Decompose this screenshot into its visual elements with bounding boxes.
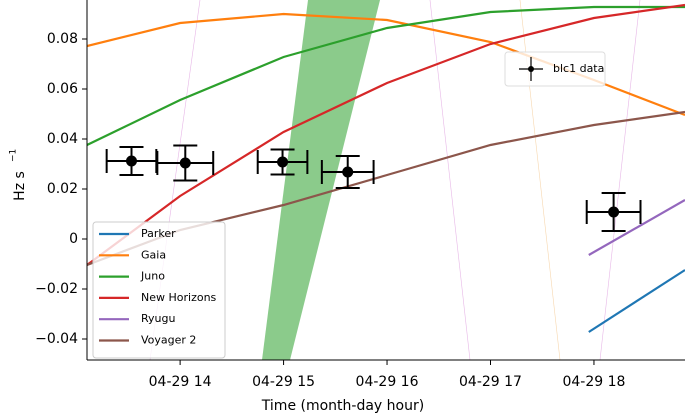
- legend-label: Juno: [140, 270, 165, 283]
- y-tick-label: 0: [69, 231, 78, 247]
- data-point: [179, 157, 191, 169]
- data-point: [125, 155, 137, 167]
- y-axis-label: Hz s: [12, 171, 28, 201]
- x-tick-label: 04-29 17: [459, 374, 522, 390]
- legend-label: New Horizons: [141, 291, 217, 304]
- series-line: [588, 269, 685, 333]
- y-tick-label: 0.08: [47, 31, 78, 47]
- series-line: [87, 3, 685, 266]
- x-tick-label: 04-29 15: [252, 374, 315, 390]
- legend-label: Parker: [141, 227, 176, 240]
- y-axis-label-exponent: −1: [9, 149, 19, 162]
- legend-label: blc1 data: [553, 62, 604, 75]
- legend: blc1 data: [504, 51, 606, 87]
- legend-label: Ryugu: [141, 312, 175, 325]
- plot-layer: −0.04 −0.02 0 0.02 0.04 0.06 0.08 04-29 14 04-29…: [35, 3, 685, 390]
- data-point: [342, 166, 354, 178]
- x-tick-label: 04-29 14: [149, 374, 212, 390]
- data-point: [277, 156, 289, 168]
- x-tick-label: 04-29 18: [562, 374, 625, 390]
- y-tick-label: 0.04: [47, 131, 78, 147]
- y-tick-label: −0.02: [35, 281, 78, 297]
- legend-swatch: [528, 66, 534, 72]
- series-line: [87, 5, 685, 146]
- legend-label: Voyager 2: [141, 334, 196, 347]
- y-tick-label: 0.02: [47, 181, 78, 197]
- series-line: [588, 199, 685, 256]
- legend-label: Gaia: [141, 248, 166, 261]
- x-axis-label: Time (month-day hour): [261, 398, 424, 414]
- data-point: [608, 206, 620, 218]
- legend-box: [504, 51, 606, 87]
- legend: Parker Gaia Juno New Horizons Ryugu Voyager 2: [92, 221, 226, 359]
- y-tick-label: −0.04: [35, 331, 78, 347]
- y-tick-label: 0.06: [47, 81, 78, 97]
- x-tick-label: 04-29 16: [356, 374, 419, 390]
- y-axis-title: Hz s −1: [9, 149, 29, 201]
